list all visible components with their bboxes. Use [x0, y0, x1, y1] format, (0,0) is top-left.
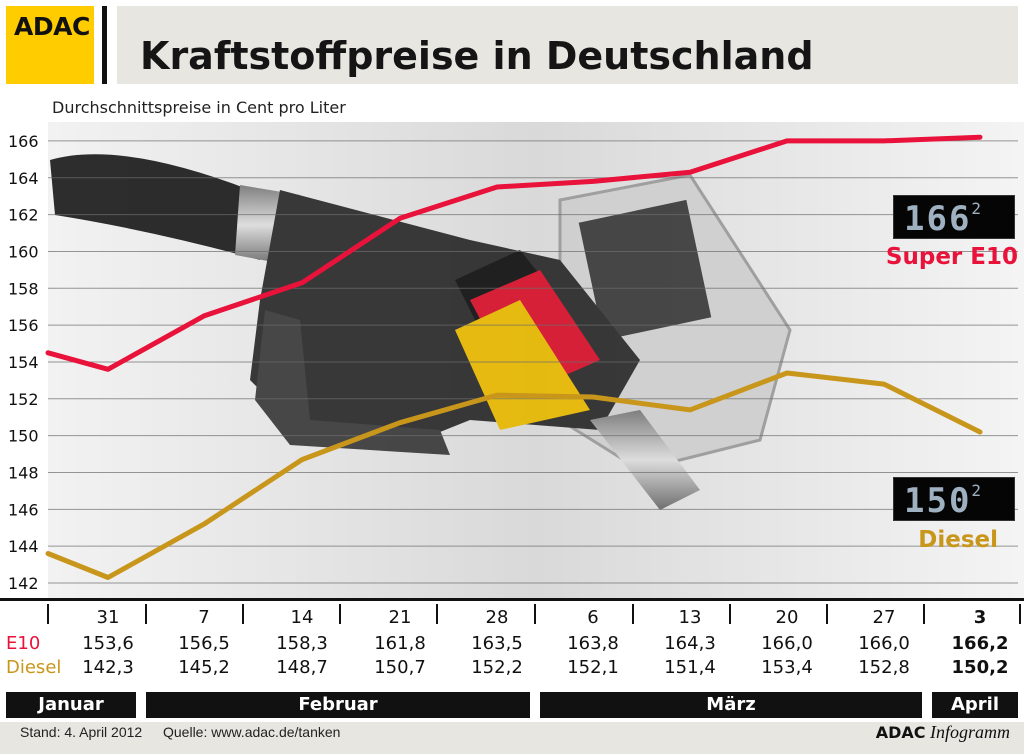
- y-tick-label: 150: [8, 427, 39, 446]
- footer-source: Quelle: www.adac.de/tanken: [163, 724, 341, 740]
- footer-brand-bold: ADAC: [875, 723, 926, 742]
- y-tick-label: 162: [8, 206, 39, 225]
- x-tick-label: 6: [587, 607, 598, 628]
- table-cell-diesel: 152,1: [567, 657, 619, 678]
- y-tick-label: 156: [8, 316, 39, 335]
- legend-e10: Super E10: [885, 244, 1018, 270]
- y-tick-label: 146: [8, 500, 39, 519]
- table-cell-diesel: 150,2: [951, 657, 1009, 678]
- y-tick-label: 154: [8, 353, 39, 372]
- y-tick-label: 164: [8, 169, 39, 188]
- table-cell-e10: 161,8: [374, 633, 426, 654]
- month-maerz: März: [540, 692, 922, 718]
- title-band: [117, 6, 1018, 84]
- x-tick-label: 13: [679, 607, 702, 628]
- x-axis-line: [0, 598, 1024, 601]
- table-cell-diesel: 142,3: [82, 657, 134, 678]
- nozzle-hose: [50, 154, 260, 260]
- x-tick-label: 31: [97, 607, 120, 628]
- y-tick-label: 160: [8, 242, 39, 261]
- footer: Stand: 4. April 2012 Quelle: www.adac.de…: [0, 722, 1024, 754]
- nozzle-pump-screen: [578, 199, 712, 341]
- x-tick-label: 27: [873, 607, 896, 628]
- legend-diesel: Diesel: [918, 527, 998, 553]
- table-cell-e10: 166,0: [761, 633, 813, 654]
- table-cell-e10: 164,3: [664, 633, 716, 654]
- table-cell-e10: 166,0: [858, 633, 910, 654]
- row-label-diesel: Diesel: [6, 657, 62, 678]
- footer-stand: Stand: 4. April 2012: [20, 724, 143, 740]
- x-tick-label: 3: [974, 607, 987, 628]
- e10-price-display: 1662: [893, 195, 1015, 239]
- table-cell-diesel: 150,7: [374, 657, 426, 678]
- month-februar: Februar: [146, 692, 530, 718]
- y-tick-label: 142: [8, 574, 39, 593]
- table-cell-e10: 163,5: [471, 633, 523, 654]
- table-cell-diesel: 145,2: [178, 657, 230, 678]
- y-tick-label: 144: [8, 537, 39, 556]
- e10-display-decimal: 2: [971, 199, 984, 218]
- table-cell-e10: 153,6: [82, 633, 134, 654]
- footer-brand: ADAC Infogramm: [876, 722, 1010, 743]
- y-tick-label: 158: [8, 279, 39, 298]
- e10-display-value: 166: [904, 199, 972, 239]
- x-tick-label: 20: [776, 607, 799, 628]
- footer-brand-italic: Infogramm: [930, 722, 1010, 742]
- month-april: April: [932, 692, 1018, 718]
- table-cell-diesel: 152,2: [471, 657, 523, 678]
- table-cell-diesel: 153,4: [761, 657, 813, 678]
- table-cell-diesel: 152,8: [858, 657, 910, 678]
- page-title: Kraftstoffpreise in Deutschland: [140, 34, 814, 78]
- logo-divider: [102, 6, 107, 84]
- nozzle-spout: [590, 410, 700, 510]
- y-tick-label: 148: [8, 463, 39, 482]
- table-cell-e10: 163,8: [567, 633, 619, 654]
- y-tick-labels: 142 144 146 148 150 152 154 156 158 160 162 164 166: [8, 132, 39, 593]
- table-cell-e10: 158,3: [276, 633, 328, 654]
- nozzle-trigger: [255, 310, 450, 455]
- table-cell-e10: 156,5: [178, 633, 230, 654]
- month-januar: Januar: [6, 692, 136, 718]
- x-tick-label: 28: [486, 607, 509, 628]
- diesel-display-decimal: 2: [971, 481, 984, 500]
- table-cell-diesel: 148,7: [276, 657, 328, 678]
- chart-subtitle: Durchschnittspreise in Cent pro Liter: [52, 98, 346, 117]
- x-tick-marks: 31 7 14 21 28 6 13 20 27 3: [47, 604, 1021, 628]
- table-cell-diesel: 151,4: [664, 657, 716, 678]
- row-label-e10: E10: [6, 633, 41, 654]
- diesel-display-value: 150: [904, 481, 972, 521]
- grid-lines: [48, 140, 1018, 584]
- table-cell-e10: 166,2: [951, 633, 1009, 654]
- series-lines: [45, 134, 983, 580]
- x-tick-label: 14: [291, 607, 314, 628]
- y-tick-label: 152: [8, 390, 39, 409]
- adac-logo: ADAC: [6, 6, 94, 84]
- logo-text: ADAC: [14, 12, 90, 41]
- x-tick-label: 21: [389, 607, 412, 628]
- x-tick-label: 7: [198, 607, 209, 628]
- diesel-price-display: 1502: [893, 477, 1015, 521]
- y-tick-label: 166: [8, 132, 39, 151]
